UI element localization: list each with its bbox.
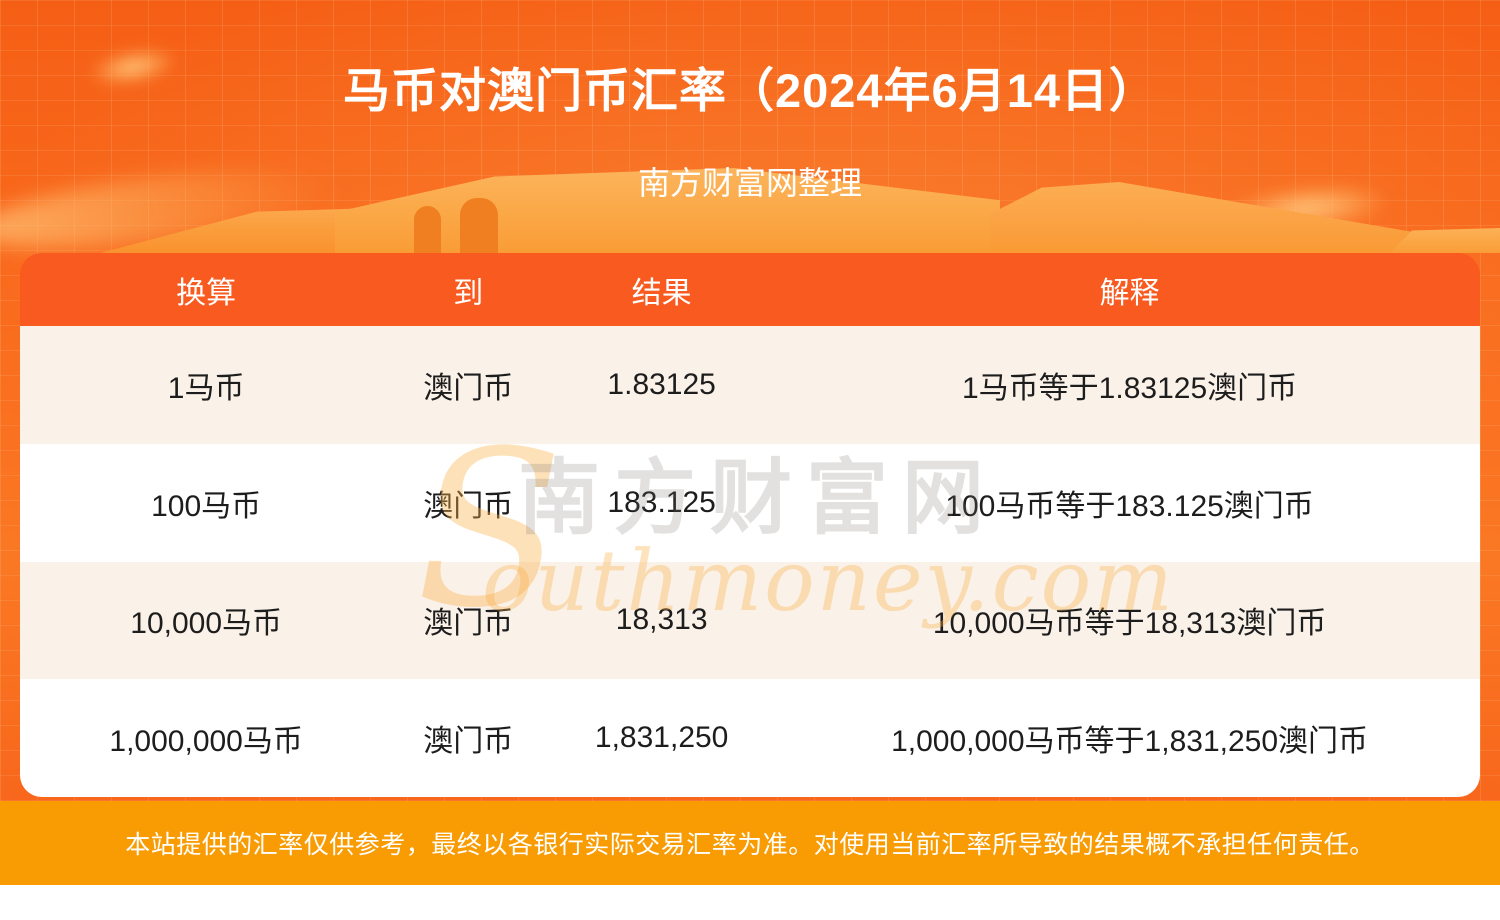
- column-header-convert: 换算: [176, 276, 237, 310]
- cell-convert: 10,000马币: [130, 607, 283, 641]
- page-title: 马币对澳门币汇率（2024年6月14日）: [343, 64, 1157, 117]
- disclaimer-text: 本站提供的汇率仅供参考，最终以各银行实际交易汇率为准。对使用当前汇率所导致的结果…: [125, 831, 1375, 859]
- table-row: 100马币 澳门币 183.125 100马币等于183.125澳门币: [20, 443, 1480, 562]
- cell-result: 183.125: [607, 485, 716, 519]
- column-header-to: 到: [453, 276, 484, 310]
- page-subtitle: 南方财富网整理: [637, 165, 862, 201]
- cell-convert: 100马币: [151, 489, 262, 523]
- table-row: 1,000,000马币 澳门币 1,831,250 1,000,000马币等于1…: [20, 679, 1480, 797]
- cell-to: 澳门币: [423, 607, 514, 641]
- column-header-explanation: 解释: [1099, 276, 1160, 310]
- cell-to: 澳门币: [423, 371, 514, 405]
- cell-result: 1.83125: [607, 367, 716, 401]
- table-row: 10,000马币 澳门币 18,313 10,000马币等于18,313澳门币: [20, 561, 1480, 680]
- cell-result: 18,313: [615, 603, 708, 637]
- table-header-row: 换算 到 结果 解释: [20, 253, 1480, 326]
- cell-explanation: 1马币等于1.83125澳门币: [962, 371, 1298, 405]
- cell-explanation: 10,000马币等于18,313澳门币: [932, 607, 1327, 641]
- cell-to: 澳门币: [423, 725, 514, 759]
- cell-explanation: 1,000,000马币等于1,831,250澳门币: [891, 725, 1369, 759]
- coin-arch-icon: [414, 206, 441, 253]
- cell-convert: 1马币: [167, 371, 245, 405]
- cell-explanation: 100马币等于183.125澳门币: [945, 489, 1314, 523]
- cell-to: 澳门币: [423, 489, 514, 523]
- exchange-rate-table: 换算 到 结果 解释 1马币 澳门币 1.83125 1马币等于1.83125澳…: [20, 253, 1480, 797]
- column-header-result: 结果: [631, 276, 692, 310]
- table-row: 1马币 澳门币 1.83125 1马币等于1.83125澳门币: [20, 326, 1480, 444]
- disclaimer-bar: 本站提供的汇率仅供参考，最终以各银行实际交易汇率为准。对使用当前汇率所导致的结果…: [0, 801, 1500, 885]
- coin-arch-icon: [460, 198, 498, 253]
- cell-result: 1,831,250: [594, 721, 729, 755]
- cell-convert: 1,000,000马币: [109, 725, 303, 759]
